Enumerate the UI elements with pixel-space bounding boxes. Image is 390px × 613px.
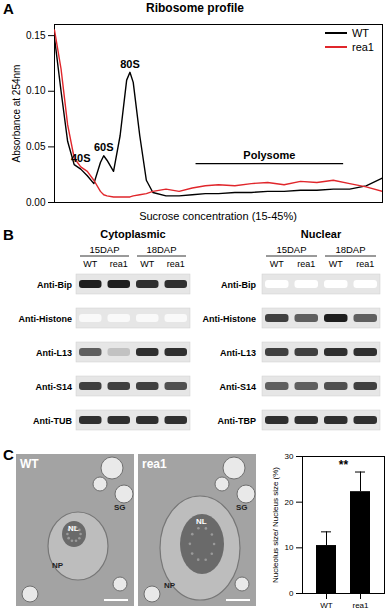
- svg-text:20: 20: [285, 498, 294, 507]
- svg-text:Polysome: Polysome: [243, 149, 295, 161]
- svg-text:Anti-L13: Anti-L13: [220, 348, 256, 358]
- svg-text:rea1: rea1: [356, 259, 374, 269]
- svg-text:10: 10: [285, 543, 294, 552]
- svg-text:60S: 60S: [94, 141, 114, 153]
- svg-text:0.15: 0.15: [26, 30, 46, 41]
- html-text:WT: WT: [352, 27, 370, 39]
- svg-text:0.05: 0.05: [26, 141, 46, 152]
- html-text:Sucrose concentration (15-45%): Sucrose concentration (15-45%): [139, 210, 297, 222]
- svg-text:WT: WT: [20, 457, 39, 471]
- html-text:A: A: [3, 0, 14, 17]
- svg-text:0: 0: [289, 589, 294, 598]
- svg-text:Anti-L13: Anti-L13: [36, 348, 72, 358]
- svg-text:NP: NP: [164, 581, 176, 590]
- svg-text:rea1: rea1: [110, 259, 128, 269]
- svg-text:SG: SG: [114, 503, 126, 512]
- html-text:B: B: [3, 226, 14, 243]
- svg-text:18DAP: 18DAP: [335, 244, 365, 255]
- svg-text:30: 30: [285, 452, 294, 461]
- svg-text:Anti-Bip: Anti-Bip: [221, 280, 256, 290]
- svg-text:18DAP: 18DAP: [146, 244, 176, 255]
- html-text:rea1: rea1: [352, 41, 374, 53]
- svg-text:Absorbance at 254nm: Absorbance at 254nm: [11, 65, 22, 163]
- svg-text:WT: WT: [329, 259, 343, 269]
- svg-text:Anti-Bip: Anti-Bip: [37, 280, 72, 290]
- svg-text:WT: WT: [320, 601, 333, 610]
- svg-text:Anti-Histone: Anti-Histone: [19, 314, 73, 324]
- svg-text:Anti-S14: Anti-S14: [35, 382, 72, 392]
- svg-text:rea1: rea1: [142, 457, 167, 471]
- svg-text:0.00: 0.00: [26, 197, 46, 208]
- svg-text:rea1: rea1: [167, 259, 185, 269]
- svg-text:SG: SG: [236, 503, 248, 512]
- svg-text:NL: NL: [196, 517, 207, 526]
- svg-text:Cytoplasmic: Cytoplasmic: [100, 228, 165, 240]
- svg-text:WT: WT: [140, 259, 154, 269]
- svg-text:NL: NL: [68, 524, 79, 533]
- svg-text:Anti-TUB: Anti-TUB: [33, 416, 72, 426]
- svg-text:0.10: 0.10: [26, 85, 46, 96]
- svg-text:15DAP: 15DAP: [89, 244, 119, 255]
- svg-text:Anti-Histone: Anti-Histone: [203, 314, 257, 324]
- svg-text:rea1: rea1: [352, 601, 369, 610]
- svg-text:WT: WT: [83, 259, 97, 269]
- svg-text:80S: 80S: [120, 58, 140, 70]
- svg-text:Anti-S14: Anti-S14: [219, 382, 256, 392]
- svg-text:15DAP: 15DAP: [276, 244, 306, 255]
- svg-text:NP: NP: [52, 561, 64, 570]
- svg-text:rea1: rea1: [297, 259, 315, 269]
- svg-text:**: **: [339, 458, 349, 472]
- svg-text:Nuclear: Nuclear: [301, 228, 342, 240]
- svg-text:Anti-TBP: Anti-TBP: [218, 416, 257, 426]
- html-text:C: C: [3, 446, 14, 463]
- svg-text:Nucleolus size/ Nucleus size (: Nucleolus size/ Nucleus size (%): [271, 467, 280, 583]
- svg-text:WT: WT: [270, 259, 284, 269]
- svg-text:40S: 40S: [71, 152, 91, 164]
- html-text:Ribosome profile: Ribosome profile: [146, 1, 244, 15]
